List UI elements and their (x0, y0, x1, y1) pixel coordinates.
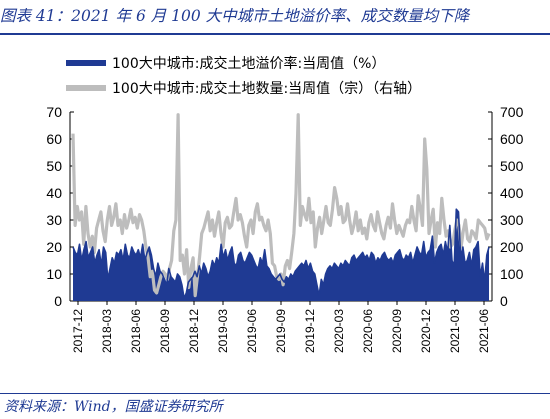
legend-label-premium: 100大中城市:成交土地溢价率:当周值（%） (112, 55, 385, 72)
legend: 100大中城市:成交土地溢价率:当周值（%） 100大中城市:成交土地数量:当周… (66, 55, 421, 97)
x-tick-label: 2020-06 (361, 309, 375, 353)
x-tick-label: 2017-12 (71, 309, 85, 353)
right-tick-label: 500 (500, 158, 524, 174)
x-tick-label: 2019-12 (303, 309, 317, 353)
x-tick-label: 2020-12 (419, 309, 433, 353)
right-tick-label: 100 (500, 266, 524, 282)
left-tick-label: 20 (46, 239, 62, 255)
left-tick-label: 0 (54, 293, 62, 309)
chart-title: 图表 41：2021 年 6 月 100 大中城市土地溢价率、成交数量均下降 (0, 7, 470, 25)
left-tick-label: 30 (46, 212, 62, 228)
x-tick-label: 2018-03 (100, 309, 114, 353)
left-tick-label: 70 (46, 104, 62, 120)
title-divider (0, 33, 550, 35)
legend-label-volume: 100大中城市:成交土地数量:当周值（宗）（右轴） (112, 80, 421, 97)
x-tick-label: 2018-12 (187, 309, 201, 353)
left-tick-label: 50 (46, 158, 62, 174)
source-note: 资料来源：Wind，国盛证券研究所 (4, 399, 223, 415)
series-layer (71, 113, 491, 301)
premium-rate-line (72, 208, 490, 300)
footer-divider (0, 393, 550, 394)
axes: 0102030405060700100200300400500600700201… (46, 104, 523, 353)
right-tick-label: 700 (500, 104, 524, 120)
left-tick-label: 40 (46, 185, 62, 201)
x-tick-label: 2019-03 (216, 309, 230, 353)
x-tick-label: 2021-03 (448, 309, 462, 353)
right-tick-label: 200 (500, 239, 524, 255)
right-tick-label: 300 (500, 212, 524, 228)
x-tick-label: 2020-09 (390, 309, 404, 353)
land-volume-line (71, 113, 491, 298)
right-tick-label: 400 (500, 185, 524, 201)
left-tick-label: 60 (46, 131, 62, 147)
chart-area: 0102030405060700100200300400500600700201… (46, 55, 523, 353)
x-tick-label: 2019-06 (245, 309, 259, 353)
right-tick-label: 600 (500, 131, 524, 147)
x-tick-label: 2018-06 (129, 309, 143, 353)
x-tick-label: 2019-09 (274, 309, 288, 353)
right-tick-label: 0 (500, 293, 508, 309)
x-tick-label: 2021-06 (477, 309, 491, 353)
x-tick-label: 2018-09 (158, 309, 172, 353)
x-tick-label: 2020-03 (332, 309, 346, 353)
left-tick-label: 10 (46, 266, 62, 282)
